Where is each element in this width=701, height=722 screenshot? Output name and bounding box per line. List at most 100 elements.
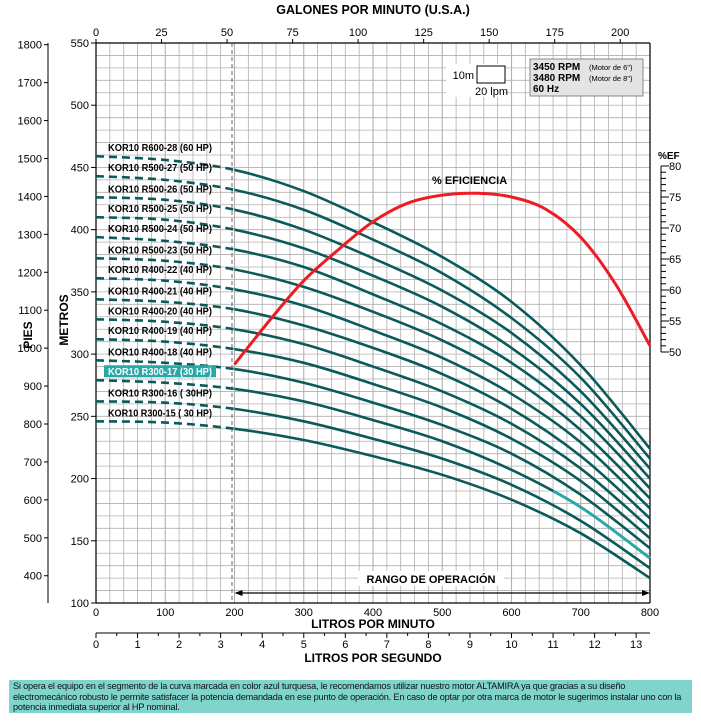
pies-tick-label: 600 xyxy=(24,495,42,507)
eff-tick-label: 50 xyxy=(669,347,681,359)
pump-curve xyxy=(95,154,652,450)
pies-axis-title: PIES xyxy=(21,321,35,348)
lpm-tick-label: 400 xyxy=(364,607,382,619)
pies-tick-label: 1700 xyxy=(18,78,42,90)
metros-tick-label: 200 xyxy=(71,474,89,486)
pump-curve-solid xyxy=(234,228,651,480)
eff-tick-label: 75 xyxy=(669,192,681,204)
pies-tick-label: 500 xyxy=(24,533,42,545)
pump-curve-solid xyxy=(234,367,651,550)
top-tick-label: 150 xyxy=(480,27,498,39)
pump-curve xyxy=(95,215,651,480)
lpm-tick-label: 700 xyxy=(572,607,590,619)
top-tick-label: 0 xyxy=(93,27,99,39)
motor-rpm: 3450 RPM xyxy=(533,62,580,73)
pump-curve-dashed xyxy=(95,359,235,371)
pump-curve xyxy=(95,337,651,540)
pump-curve xyxy=(95,298,651,520)
pump-curve xyxy=(95,256,651,500)
arrow-left-icon xyxy=(234,590,243,596)
pump-curve xyxy=(95,420,651,580)
lpm-tick-label: 600 xyxy=(502,607,520,619)
scale-box xyxy=(476,65,506,84)
metros-tick-label: 450 xyxy=(71,162,89,174)
pump-curve-dashed xyxy=(95,337,235,351)
pump-curve-solid xyxy=(234,188,651,460)
lps-axis-title: LITROS POR SEGUNDO xyxy=(304,651,441,665)
metros-axis-title: METROS xyxy=(57,294,71,345)
motor-info-box xyxy=(529,58,644,97)
pump-curve-label: KOR10 R400-21 (40 HP) xyxy=(108,286,212,297)
metros-tick-label: 500 xyxy=(71,100,89,112)
arrow-right-icon xyxy=(642,590,650,596)
top-tick-label: 75 xyxy=(286,27,298,39)
pump-curve-dashed xyxy=(95,154,235,172)
pump-curve xyxy=(95,359,651,550)
pump-curve-solid xyxy=(234,168,652,450)
metros-tick-label: 350 xyxy=(71,287,89,299)
pies-tick-label: 800 xyxy=(24,419,42,431)
pump-curve-dashed xyxy=(95,196,235,212)
efficiency-label: % EFICIENCIA xyxy=(432,175,507,187)
eff-tick-label: 80 xyxy=(669,161,681,173)
eff-tick-label: 70 xyxy=(669,223,681,235)
pies-tick-label: 1500 xyxy=(18,153,42,165)
scale-box-horizontal-label: 20 lpm xyxy=(475,86,508,98)
lps-tick-label: 1 xyxy=(134,639,140,651)
pump-curve-dashed xyxy=(95,174,235,192)
pump-curve-label: KOR10 R500-27 (50 HP) xyxy=(108,163,212,174)
pies-tick-label: 400 xyxy=(24,571,42,583)
pump-curve xyxy=(95,276,651,510)
pump-curve-dashed xyxy=(95,215,235,231)
pump-curve-solid xyxy=(234,208,651,470)
pies-tick-label: 1200 xyxy=(18,267,42,279)
pump-curve xyxy=(95,174,651,460)
pump-curve-highlight-segment xyxy=(553,489,651,560)
pump-curve-label: KOR10 R600-28 (60 HP) xyxy=(108,143,212,154)
lps-tick-label: 2 xyxy=(176,639,182,651)
pies-tick-label: 1100 xyxy=(18,305,42,317)
pump-curve-solid xyxy=(234,268,651,500)
pump-curve-label: KOR10 R300-15 ( 30 HP) xyxy=(108,408,212,419)
metros-tick-label: 100 xyxy=(71,598,89,610)
pump-curve-dashed xyxy=(95,420,235,431)
pump-curve-label: KOR10 R500-23 (50 HP) xyxy=(108,245,212,256)
pies-tick-label: 700 xyxy=(24,457,42,469)
motor-rpm: 60 Hz xyxy=(533,84,559,95)
metros-tick-label: 150 xyxy=(71,536,89,548)
top-axis-title: GALONES POR MINUTO (U.S.A.) xyxy=(276,3,470,17)
lps-tick-label: 7 xyxy=(384,639,390,651)
lps-tick-label: 12 xyxy=(588,639,600,651)
pump-curve-label: KOR10 R500-25 (50 HP) xyxy=(108,204,212,215)
pump-curve-label: KOR10 R400-19 (40 HP) xyxy=(108,326,212,337)
top-tick-label: 100 xyxy=(349,27,367,39)
scale-box-vertical-label: 10m xyxy=(453,70,474,82)
pump-curve-dashed xyxy=(95,378,235,391)
top-tick-label: 25 xyxy=(155,27,167,39)
pump-curve-solid xyxy=(234,327,651,530)
pump-curve xyxy=(95,196,651,470)
lpm-tick-label: 0 xyxy=(93,607,99,619)
pump-curve-solid xyxy=(234,307,651,520)
motor-rpm: 3480 RPM xyxy=(533,73,580,84)
pump-curve-dashed xyxy=(95,276,235,291)
pump-curve xyxy=(95,378,651,560)
pump-curve-dashed xyxy=(95,235,235,251)
lps-tick-label: 0 xyxy=(93,639,99,651)
footer-note: Si opera el equipo en el segmento de la … xyxy=(9,680,692,713)
highlight-label-bg xyxy=(104,365,216,378)
pump-curve-solid xyxy=(234,427,651,580)
pump-curve-solid xyxy=(234,288,651,510)
lpm-tick-label: 300 xyxy=(295,607,313,619)
pump-curve-solid xyxy=(234,347,651,540)
metros-tick-label: 300 xyxy=(71,349,89,361)
top-tick-label: 200 xyxy=(611,27,629,39)
operating-range-label-bg xyxy=(358,571,504,586)
top-tick-label: 125 xyxy=(414,27,432,39)
lps-tick-label: 5 xyxy=(301,639,307,651)
pies-tick-label: 900 xyxy=(24,381,42,393)
efficiency-curve xyxy=(233,191,652,366)
pump-curve-dashed xyxy=(95,317,235,331)
pump-curve xyxy=(95,400,651,570)
